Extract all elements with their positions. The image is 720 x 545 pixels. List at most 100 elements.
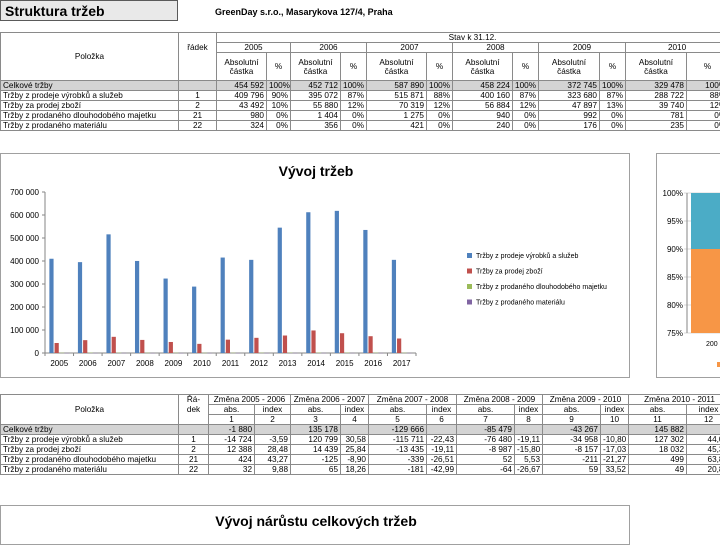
y-tick-label: 75% — [667, 329, 683, 338]
subheader-abs: Absolutní částka — [367, 53, 427, 81]
cell-value: 20,85 — [687, 465, 720, 475]
cell-value: 59 — [543, 465, 601, 475]
cell-value: -76 480 — [457, 435, 515, 445]
bar — [192, 287, 196, 353]
cell-value: 372 745 — [539, 81, 600, 91]
column-number: 9 — [543, 415, 601, 425]
header-stav: Stav k 31.12. — [217, 33, 720, 43]
cell-value: 980 — [217, 111, 267, 121]
header-year: 2009 — [539, 43, 626, 53]
bar — [306, 212, 310, 353]
cell-value: -26,67 — [515, 465, 543, 475]
x-tick-label: 2015 — [336, 359, 354, 368]
subheader-pct: % — [513, 53, 539, 81]
cell-value — [341, 425, 369, 435]
cell-value: 1 275 — [367, 111, 427, 121]
bar — [78, 262, 82, 353]
bar — [392, 260, 396, 353]
x-tick-label: 2010 — [193, 359, 211, 368]
bar — [397, 339, 401, 353]
row-label: Tržby z prodeje výrobků a služeb — [1, 91, 179, 101]
x-tick-label: 200 — [706, 341, 718, 348]
cell-value: 14 439 — [291, 445, 341, 455]
bar — [283, 336, 287, 353]
cell-value: 5,53 — [515, 455, 543, 465]
cell-value: 454 592 — [217, 81, 267, 91]
cell-value: -125 — [291, 455, 341, 465]
subheader-index: index — [341, 405, 369, 415]
cell-value: -13 435 — [369, 445, 427, 455]
subheader-abs: abs. — [543, 405, 601, 415]
subheader-index: index — [255, 405, 291, 415]
cell-value: 49 — [629, 465, 687, 475]
cell-value: 12 388 — [209, 445, 255, 455]
x-tick-label: 2006 — [79, 359, 97, 368]
bar — [363, 230, 367, 353]
cell-value: 0% — [600, 121, 626, 131]
column-number: 7 — [457, 415, 515, 425]
cell-value: 288 722 — [626, 91, 687, 101]
bar — [335, 211, 339, 353]
column-number: 4 — [341, 415, 369, 425]
cell-value: 135 178 — [291, 425, 341, 435]
subheader-index: index — [515, 405, 543, 415]
cell-value: -10,80 — [601, 435, 629, 445]
subheader-abs: abs. — [457, 405, 515, 415]
y-tick-label: 700 000 — [10, 188, 39, 197]
subheader-index: index — [687, 405, 720, 415]
cell-value: 33,52 — [601, 465, 629, 475]
legend-label: Tržby za prodej zboží — [476, 269, 543, 276]
header-change: Změna 2010 - 2011 — [629, 395, 720, 405]
cell-value: 12% — [687, 101, 720, 111]
cell-value — [255, 425, 291, 435]
bar — [169, 342, 173, 353]
cell-value: -17,03 — [601, 445, 629, 455]
cell-value: -211 — [543, 455, 601, 465]
header-row-a: Řá- — [179, 395, 209, 405]
cell-value: 992 — [539, 111, 600, 121]
cell-value: 0% — [427, 121, 453, 131]
cell-value — [515, 425, 543, 435]
y-tick-label: 200 000 — [10, 303, 39, 312]
cell-value: 235 — [626, 121, 687, 131]
cell-value: 87% — [600, 91, 626, 101]
cell-value: -21,27 — [601, 455, 629, 465]
y-tick-label: 600 000 — [10, 211, 39, 220]
legend-label: Tržby z prodaného materiálu — [476, 300, 565, 307]
cell-value: 70 319 — [367, 101, 427, 111]
cell-value: -34 958 — [543, 435, 601, 445]
column-number: 3 — [291, 415, 341, 425]
cell-value: 240 — [453, 121, 513, 131]
cell-value: 0% — [513, 111, 539, 121]
legend-swatch — [467, 253, 472, 258]
bar — [226, 340, 230, 353]
header-change: Změna 2008 - 2009 — [457, 395, 543, 405]
cell-value: 329 478 — [626, 81, 687, 91]
subheader-abs: Absolutní částka — [539, 53, 600, 81]
cell-value: 100% — [513, 81, 539, 91]
cell-value: -3,59 — [255, 435, 291, 445]
header-change: Změna 2006 - 2007 — [291, 395, 369, 405]
cell-value — [427, 425, 457, 435]
y-tick-label: 500 000 — [10, 234, 39, 243]
header-change: Změna 2005 - 2006 — [209, 395, 291, 405]
y-tick-label: 300 000 — [10, 280, 39, 289]
cell-value: 55 880 — [291, 101, 341, 111]
cell-value: 28,48 — [255, 445, 291, 455]
x-tick-label: 2008 — [136, 359, 154, 368]
header-year: 2007 — [367, 43, 453, 53]
cell-value: 30,58 — [341, 435, 369, 445]
y-tick-label: 100% — [663, 189, 683, 198]
cell-value: 100% — [267, 81, 291, 91]
cell-value: 44,09 — [687, 435, 720, 445]
row-number: 22 — [179, 121, 217, 131]
subheader-abs: abs. — [629, 405, 687, 415]
stacked-percent-plot: 75%80%85%90%95%100%200 — [657, 154, 720, 377]
cell-value: 18 032 — [629, 445, 687, 455]
subheader-abs: Absolutní částka — [291, 53, 341, 81]
